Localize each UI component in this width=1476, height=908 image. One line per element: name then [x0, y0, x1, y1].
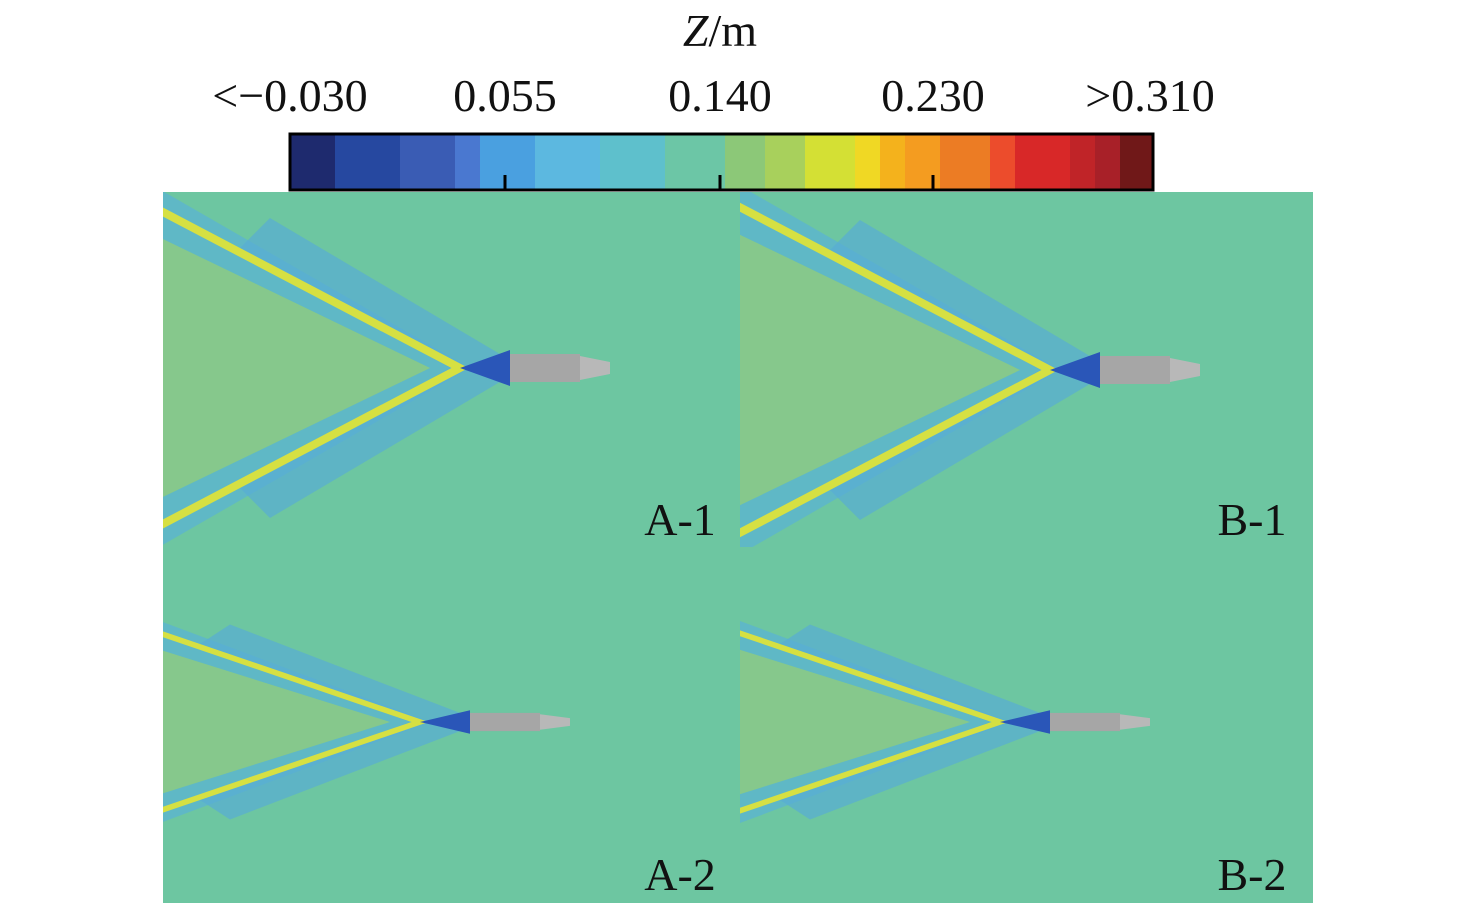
panel-label: A-1 — [644, 494, 716, 545]
colorbar-title: Z/m — [683, 5, 757, 56]
colorbar-unit: /m — [709, 5, 758, 56]
panel-label: B-2 — [1218, 849, 1287, 900]
colorbar-tick-label: >0.310 — [1085, 70, 1214, 121]
colorbar-tick-label: 0.055 — [453, 70, 557, 121]
panel-label: A-2 — [644, 849, 716, 900]
colorbar — [288, 132, 1155, 192]
colorbar-variable: Z — [683, 5, 709, 56]
colorbar-tick-label: <−0.030 — [212, 70, 367, 121]
colorbar-tick-label: 0.230 — [881, 70, 985, 121]
panel-label: B-1 — [1218, 494, 1287, 545]
colorbar-tick-label: 0.140 — [668, 70, 772, 121]
